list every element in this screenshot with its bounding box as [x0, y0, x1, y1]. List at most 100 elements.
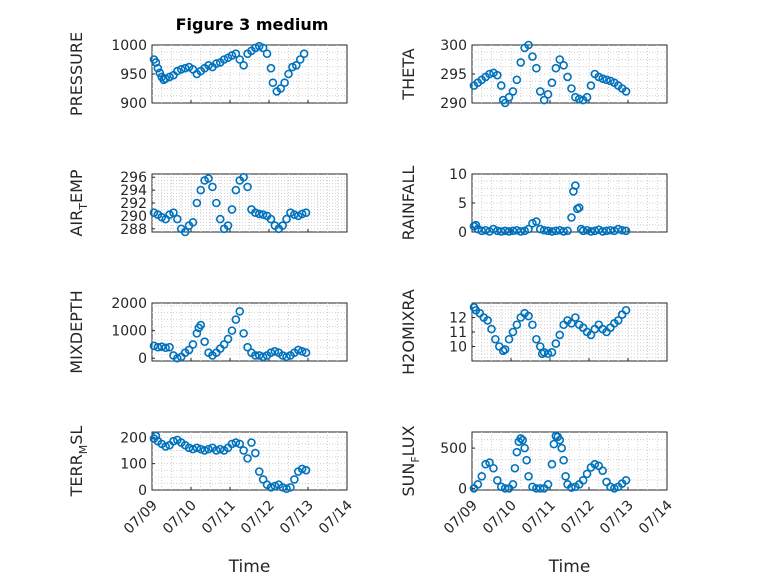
panel-2-point — [493, 70, 502, 80]
panel-2-point — [528, 52, 537, 61]
panel-2-point — [621, 87, 631, 96]
panel-2-point — [532, 63, 541, 73]
panel-3-point — [290, 210, 299, 219]
panel-4-point — [539, 225, 549, 235]
panel-4-point — [477, 226, 487, 236]
panel-5-point — [223, 334, 233, 344]
panel-7-xtick-label: 07/14 — [316, 497, 356, 537]
panel-3-ytick-label: 288 — [120, 222, 147, 238]
panel-3-point — [239, 172, 248, 182]
panel-7-ytick-label: 0 — [138, 483, 147, 499]
panel-1-point — [180, 63, 190, 73]
panel-2-ylabel: THETA — [399, 48, 418, 100]
panel-2-point — [559, 61, 568, 70]
panel-8-point — [555, 435, 565, 445]
panel-8-xtick-label: 07/10 — [480, 498, 520, 538]
panel-2-point — [543, 90, 553, 99]
panel-7-point — [301, 465, 311, 475]
panel-4-point — [563, 226, 572, 236]
panel-5-point — [278, 351, 287, 360]
panel-6-point — [547, 347, 557, 357]
panel-1-ytick-label: 900 — [120, 96, 147, 112]
panel-1: 900 950 1000 PRESSURE — [67, 32, 348, 116]
panel-8-point — [522, 455, 531, 465]
panel-7-point — [286, 483, 295, 492]
panel-5-point — [165, 342, 174, 352]
panel-8-point — [477, 472, 487, 481]
panel-1-point — [299, 49, 309, 59]
panel-6-point — [543, 349, 553, 359]
panel-5-point — [239, 329, 248, 338]
panel-3-point — [254, 209, 264, 219]
panel-1-point — [295, 55, 305, 64]
panel-7-xtick-label: 07/11 — [199, 498, 239, 538]
panel-4-ylabel: RAINFALL — [399, 166, 418, 241]
panel-7-xlabel: Time — [228, 557, 271, 577]
panel-6-point — [613, 316, 623, 325]
panel-5-point — [173, 353, 182, 363]
panel-6-point — [512, 320, 522, 330]
panel-5-point — [282, 352, 291, 362]
panel-7-point — [243, 454, 252, 463]
panel-3-point — [227, 205, 237, 214]
panel-4-point — [512, 225, 522, 235]
panel-3-point — [212, 198, 221, 208]
panel-2: 290 295 300 THETA — [399, 38, 668, 112]
panel-8-point — [610, 484, 619, 493]
panel-3-point — [196, 185, 206, 195]
panel-7-point — [282, 484, 291, 493]
panel-7-point — [169, 436, 178, 446]
panel-8-point — [532, 484, 541, 493]
panel-5-point — [219, 340, 229, 349]
panel-7-point — [290, 475, 299, 484]
panel-2-point — [602, 75, 611, 85]
panel-4-point — [471, 220, 481, 230]
panel-7-point — [251, 448, 260, 458]
figure-title: Figure 3 medium — [176, 15, 329, 34]
panel-1-point — [176, 65, 186, 74]
panel-6-ytick-label: 11 — [449, 325, 467, 341]
panel-2-point — [524, 40, 533, 50]
panel-7-point — [239, 446, 248, 455]
panel-7-xtick-label: 07/12 — [238, 498, 278, 538]
panel-2-ytick-label: 295 — [440, 67, 467, 83]
panel-2-point — [512, 75, 522, 85]
panel-5-point — [157, 342, 167, 351]
panel-8-point — [582, 469, 592, 479]
panel-5-point — [235, 306, 245, 316]
panel-2-point — [535, 87, 545, 96]
panel-3-point — [208, 182, 217, 192]
panel-4-ytick-label: 0 — [458, 225, 467, 241]
panel-4-point — [576, 224, 586, 234]
panel-4-point — [617, 225, 627, 235]
panel-8-point — [598, 466, 607, 475]
panel-8-xtick-label: 07/13 — [597, 498, 637, 538]
panel-4-point — [586, 227, 596, 236]
panel-8-ylabel: SUNFLUX — [399, 425, 422, 496]
panel-1-point — [276, 84, 286, 93]
panel-8-point — [535, 484, 545, 493]
panel-8-point — [489, 463, 498, 473]
panel-5-point — [293, 345, 303, 355]
panel-5-point — [297, 347, 307, 356]
panel-8-ytick-label: 0 — [458, 481, 467, 497]
panel-1-point — [284, 69, 293, 79]
panel-1-point — [153, 63, 163, 73]
panel-3-point — [231, 185, 241, 195]
panel-3-point — [192, 198, 202, 208]
panel-3-point — [180, 227, 190, 237]
panel-3-point — [297, 209, 307, 219]
panel-6-point — [524, 311, 533, 321]
panel-1-point — [266, 63, 276, 73]
panel-4-point — [582, 225, 592, 235]
panel-3-point — [258, 210, 268, 219]
panel-8-ytick-label: 500 — [440, 441, 467, 457]
panel-8-point — [520, 443, 529, 453]
panel-4-point — [535, 224, 545, 234]
panel-5-point — [184, 345, 194, 355]
panel-7-point — [204, 444, 213, 454]
panel-5-ylabel: MIXDEPTH — [67, 290, 86, 373]
panel-8-xtick-label: 07/09 — [441, 498, 481, 538]
